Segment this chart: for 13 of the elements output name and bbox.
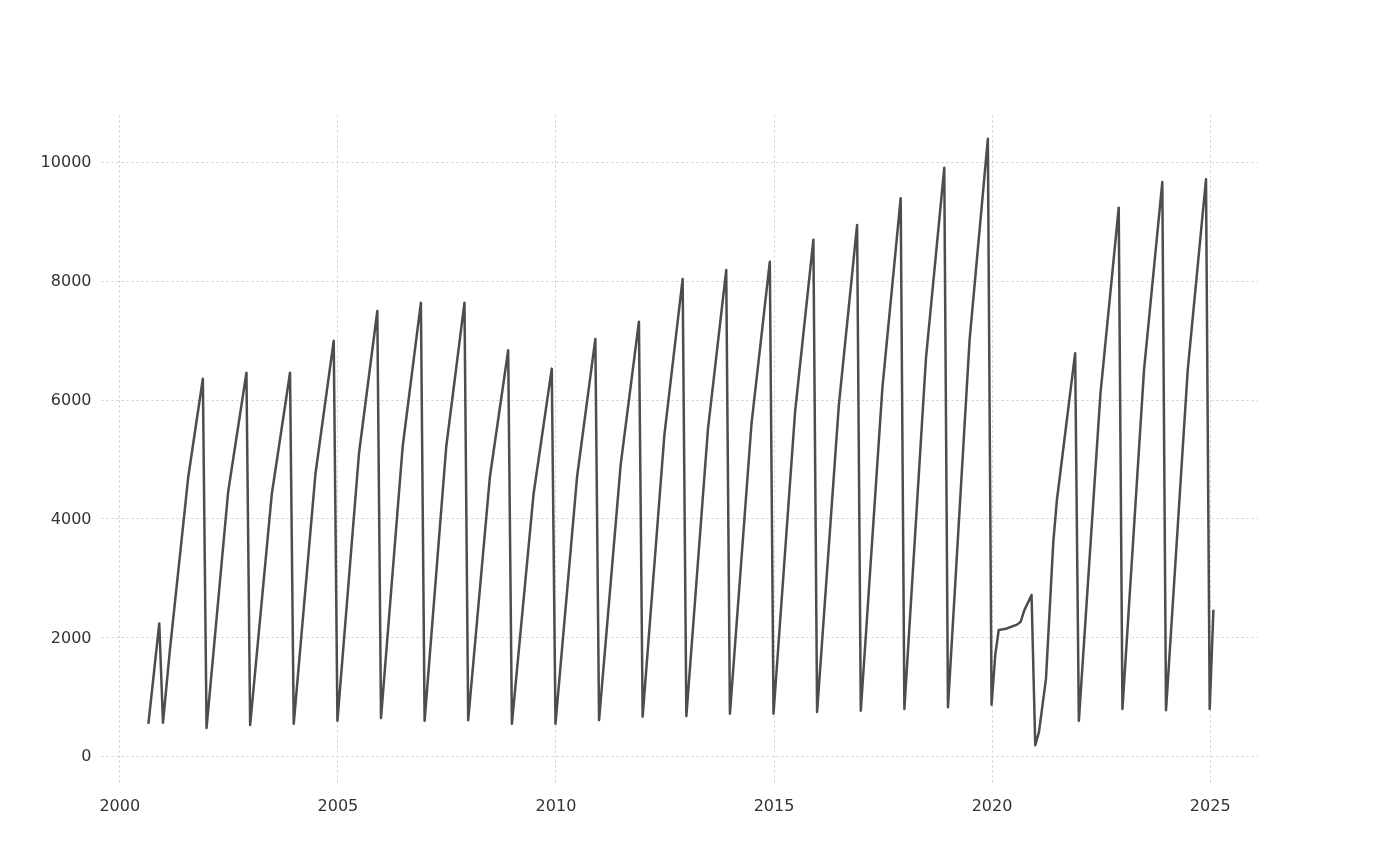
y-tick-label: 4000 [50,508,92,528]
x-tick-label: 2005 [317,795,359,815]
y-tick-label: 0 [81,746,92,766]
x-tick-label: 2020 [971,795,1013,815]
x-tick-label: 2000 [99,795,141,815]
line-series [147,137,1215,747]
x-tick-label: 2025 [1189,795,1231,815]
y-tick-label: 10000 [40,152,92,172]
x-tick-label: 2015 [753,795,795,815]
x-tick-label: 2010 [535,795,577,815]
y-tick-label: 2000 [50,627,92,647]
y-tick-label: 8000 [50,271,92,291]
y-tick-label: 6000 [50,390,92,410]
